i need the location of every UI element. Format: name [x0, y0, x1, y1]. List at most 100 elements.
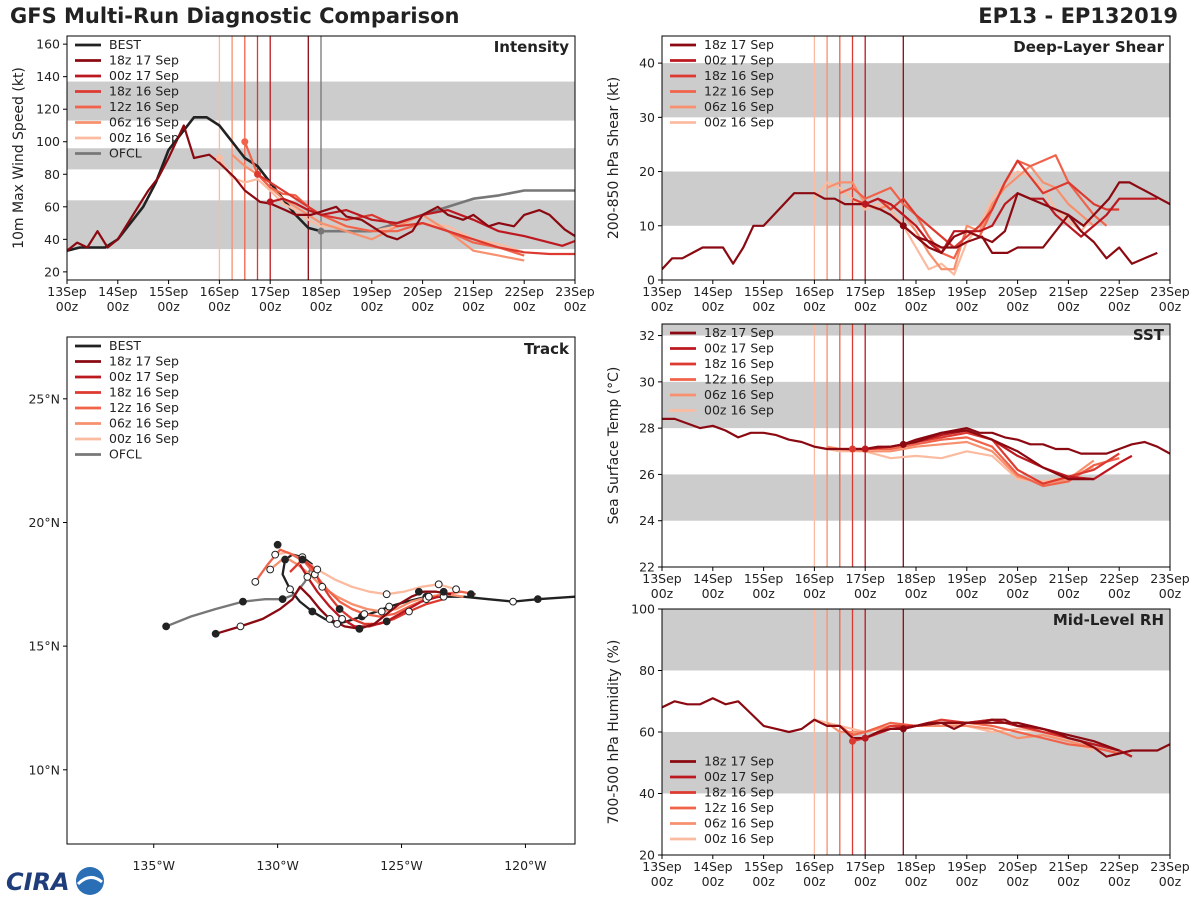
series-18z-17-sep [902, 429, 1094, 481]
cira-logo: CIRA [6, 867, 104, 896]
x-tick-label: 00z [752, 586, 775, 601]
x-tick-label: 18Sep [301, 284, 341, 299]
x-tick-label: 20Sep [998, 859, 1038, 874]
series-18z-17-sep [662, 417, 1170, 455]
track-position-00z-17-sep [303, 572, 312, 581]
marker-00z-17-sep [861, 200, 869, 208]
legend-label-06z-16-sep: 06z 16 Sep [704, 99, 774, 114]
y-tick-label: 10 [639, 218, 655, 233]
legend-label-18z-17-sep: 18z 17 Sep [704, 325, 774, 340]
legend-label-12z-16-sep: 12z 16 Sep [704, 800, 774, 815]
x-tick-label: 16Sep [200, 284, 240, 299]
track-position-18z-17-sep [355, 624, 364, 633]
panel-title: Intensity [494, 38, 570, 56]
series-00z-17-sep [864, 192, 1158, 254]
x-tick-label: 00z [361, 299, 384, 314]
x-tick-label: 00z [1159, 299, 1182, 314]
x-tick-label: 00z [752, 299, 775, 314]
shear-panel: 01020304013Sep00z14Sep00z15Sep00z16Sep00… [606, 35, 1190, 314]
legend-label-best: BEST [109, 37, 141, 52]
logo-globe-icon [76, 867, 104, 895]
plot-area [662, 417, 1170, 488]
x-tick-label: 00z [854, 586, 877, 601]
track-position-ofcl [239, 597, 247, 606]
series-00z-16-sep [813, 170, 1095, 276]
x-tick-label: 20Sep [998, 284, 1038, 299]
x-tick-label: 00z [651, 586, 674, 601]
series-18z-17-sep [662, 181, 1170, 270]
marker-18z-16-sep [849, 445, 856, 453]
y-tick-label: 40 [639, 56, 655, 71]
x-tick-label: 00z [956, 874, 979, 889]
series-ofcl [321, 189, 575, 233]
x-tick-label: 00z [651, 299, 674, 314]
x-tick-label: 125°W [380, 858, 422, 873]
x-tick-label: 15Sep [744, 284, 784, 299]
marker-18z-17-sep [899, 222, 907, 230]
track-position-06z-16-sep [318, 582, 327, 591]
x-tick-label: 00z [1057, 299, 1080, 314]
track-position-06z-16-sep [424, 592, 433, 601]
x-tick-label: 00z [803, 299, 826, 314]
marker-18z-17-sep [899, 725, 907, 733]
x-tick-label: 00z [854, 874, 877, 889]
track-position-00z-16-sep [271, 550, 280, 559]
y-tick-label: 120 [36, 102, 60, 117]
track-position-best [385, 602, 394, 611]
x-tick-label: 00z [1108, 586, 1131, 601]
legend-label-ofcl: OFCL [109, 447, 142, 462]
x-tick-label: 15Sep [744, 571, 784, 586]
panel-title: Deep-Layer Shear [1013, 38, 1164, 56]
x-tick-label: 22Sep [1099, 859, 1139, 874]
legend-label-06z-16-sep: 06z 16 Sep [109, 115, 179, 130]
x-tick-label: 00z [462, 299, 485, 314]
x-tick-label: 00z [752, 874, 775, 889]
plot-area [662, 697, 1170, 758]
series-18z-16-sep [852, 159, 1120, 249]
marker-ofcl [317, 227, 325, 235]
legend-label-best: BEST [109, 338, 141, 353]
y-axis-label: 700-500 hPa Humidity (%) [606, 640, 622, 825]
x-tick-label: 14Sep [693, 284, 733, 299]
y-tick-label: 30 [639, 110, 655, 125]
legend-label-12z-16-sep: 12z 16 Sep [109, 99, 179, 114]
x-tick-label: 15Sep [744, 859, 784, 874]
x-tick-label: 20Sep [403, 284, 443, 299]
x-tick-label: 21Sep [1049, 859, 1089, 874]
series-18z-17-sep [67, 124, 575, 252]
y-axis-label: Sea Surface Temp (°C) [606, 367, 622, 525]
x-tick-label: 22Sep [1099, 284, 1139, 299]
x-tick-label: 00z [1159, 586, 1182, 601]
x-tick-label: 00z [1159, 874, 1182, 889]
x-tick-label: 14Sep [693, 859, 733, 874]
x-tick-label: 00z [1006, 874, 1029, 889]
x-tick-label: 14Sep [98, 284, 138, 299]
x-tick-label: 00z [702, 586, 725, 601]
track-position-18z-17-sep [273, 540, 282, 549]
track-position-best [308, 607, 317, 616]
track-position-00z-16-sep [313, 565, 322, 574]
y-tick-label: 60 [44, 199, 60, 214]
y-tick-label: 10°N [28, 762, 60, 777]
track-position-best [333, 619, 342, 628]
x-tick-label: 19Sep [947, 571, 987, 586]
x-tick-label: 16Sep [795, 859, 835, 874]
y-tick-label: 40 [44, 232, 60, 247]
legend-label-00z-16-sep: 00z 16 Sep [109, 130, 179, 145]
track-position-18z-16-sep [335, 605, 344, 613]
x-tick-label: 00z [803, 586, 826, 601]
x-tick-label: 120°W [504, 858, 546, 873]
track-position-00z-16-sep [452, 585, 460, 594]
x-tick-label: 00z [310, 299, 333, 314]
x-tick-label: 13Sep [642, 859, 682, 874]
marker-18z-16-sep [849, 737, 856, 745]
x-tick-label: 18Sep [896, 284, 936, 299]
x-tick-label: 00z [702, 299, 725, 314]
shade-band-1 [662, 609, 1170, 671]
y-tick-label: 160 [36, 37, 60, 52]
x-tick-label: 00z [702, 874, 725, 889]
shade-band-1 [662, 63, 1170, 118]
x-tick-label: 19Sep [352, 284, 392, 299]
legend-label-00z-16-sep: 00z 16 Sep [704, 403, 774, 418]
